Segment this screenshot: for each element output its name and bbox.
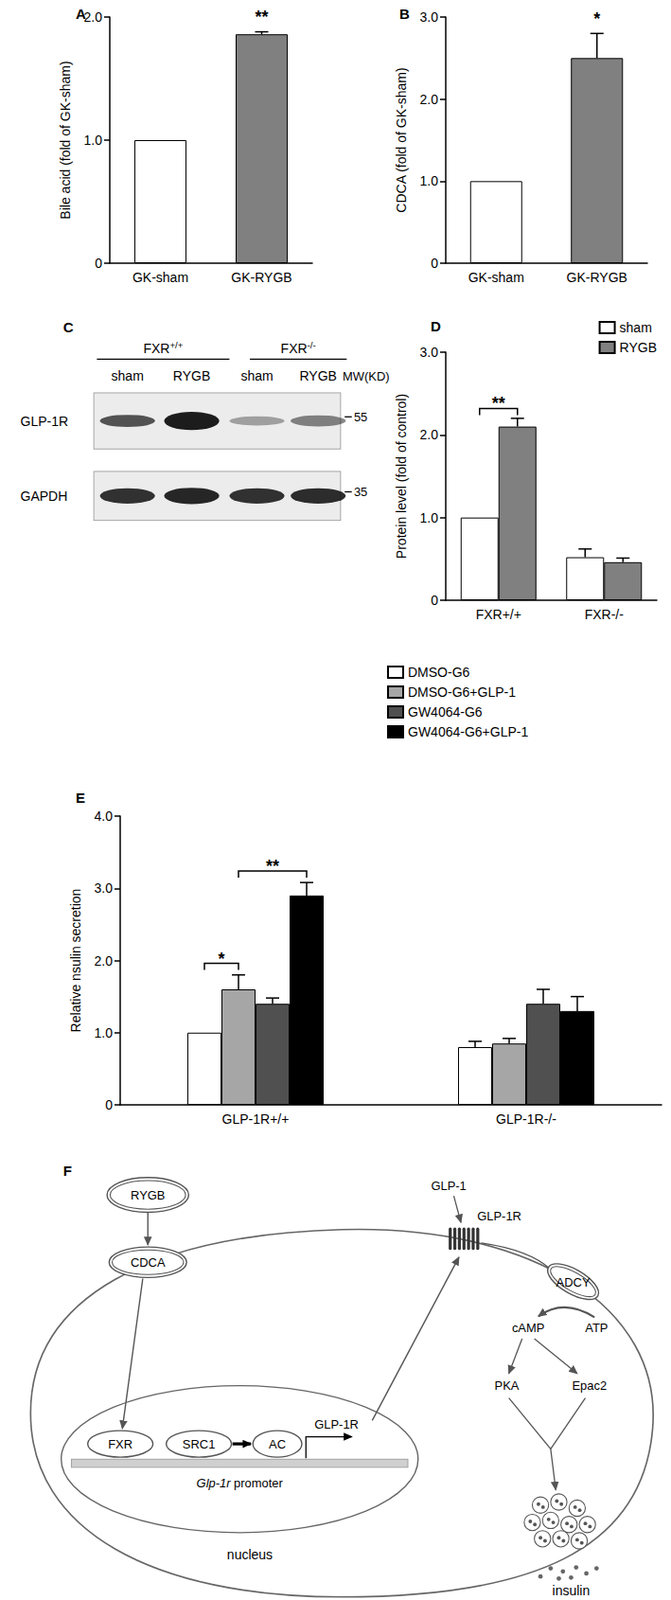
svg-text:GK-sham: GK-sham bbox=[132, 269, 189, 285]
svg-text:GLP-1: GLP-1 bbox=[430, 1178, 466, 1193]
svg-text:DMSO-G6: DMSO-G6 bbox=[407, 664, 471, 680]
svg-text:F: F bbox=[63, 1162, 72, 1179]
svg-text:DMSO-G6+GLP-1: DMSO-G6+GLP-1 bbox=[407, 684, 516, 700]
svg-text:cAMP: cAMP bbox=[512, 1320, 545, 1335]
svg-text:3.0: 3.0 bbox=[420, 9, 440, 25]
svg-text:**: ** bbox=[492, 393, 506, 413]
svg-text:0: 0 bbox=[105, 1096, 113, 1113]
svg-text:FXR-/-: FXR-/- bbox=[584, 606, 625, 622]
svg-text:GK-RYGB: GK-RYGB bbox=[566, 269, 628, 285]
svg-text:RYGB: RYGB bbox=[173, 368, 211, 384]
svg-text:**: ** bbox=[265, 856, 280, 876]
svg-text:nucleus: nucleus bbox=[227, 1546, 273, 1562]
svg-text:GW4064-G6: GW4064-G6 bbox=[407, 704, 483, 720]
svg-text:GLP-1R: GLP-1R bbox=[20, 413, 70, 429]
svg-text:PKA: PKA bbox=[494, 1377, 520, 1393]
svg-text:D: D bbox=[430, 317, 442, 335]
svg-text:A: A bbox=[75, 5, 87, 22]
svg-text:0: 0 bbox=[430, 592, 439, 608]
svg-text:1.0: 1.0 bbox=[84, 132, 104, 148]
svg-text:sham: sham bbox=[240, 368, 273, 384]
svg-text:2.0: 2.0 bbox=[420, 426, 440, 442]
svg-text:Relative nsulin secretion: Relative nsulin secretion bbox=[68, 888, 84, 1033]
svg-text:GLP-1R-/-: GLP-1R-/- bbox=[495, 1111, 557, 1127]
svg-text:4.0: 4.0 bbox=[94, 808, 114, 824]
svg-text:*: * bbox=[593, 9, 601, 29]
svg-text:Protein level (fold of control: Protein level (fold of control) bbox=[393, 393, 409, 559]
svg-text:1.0: 1.0 bbox=[420, 510, 440, 526]
svg-text:Glp-1r promoter: Glp-1r promoter bbox=[196, 1475, 284, 1490]
svg-text:AC: AC bbox=[268, 1436, 286, 1451]
svg-text:Bile acid (fold of GK-sham): Bile acid (fold of GK-sham) bbox=[57, 60, 73, 219]
svg-text:FXR: FXR bbox=[107, 1436, 133, 1451]
svg-text:0: 0 bbox=[430, 255, 439, 271]
svg-text:GAPDH: GAPDH bbox=[20, 488, 69, 504]
svg-text:2.0: 2.0 bbox=[420, 91, 440, 107]
svg-text:ADCY: ADCY bbox=[556, 1274, 591, 1290]
svg-text:B: B bbox=[399, 5, 410, 22]
svg-text:35: 35 bbox=[353, 484, 368, 499]
svg-text:GLP-1R: GLP-1R bbox=[476, 1208, 522, 1223]
svg-text:MW(KD): MW(KD) bbox=[342, 369, 390, 384]
svg-text:FXR+/+: FXR+/+ bbox=[142, 338, 183, 356]
svg-text:sham: sham bbox=[619, 319, 653, 336]
svg-text:Epac2: Epac2 bbox=[571, 1377, 607, 1393]
svg-text:1.0: 1.0 bbox=[94, 1024, 114, 1041]
svg-text:SRC1: SRC1 bbox=[182, 1436, 215, 1451]
svg-text:CDCA (fold of GK-sham): CDCA (fold of GK-sham) bbox=[393, 67, 409, 212]
svg-text:FXR+/+: FXR+/+ bbox=[476, 606, 522, 622]
svg-text:RYGB: RYGB bbox=[619, 339, 657, 355]
svg-text:E: E bbox=[75, 789, 86, 806]
svg-text:*: * bbox=[217, 949, 225, 969]
svg-text:3.0: 3.0 bbox=[94, 880, 114, 896]
svg-text:GK-RYGB: GK-RYGB bbox=[230, 269, 292, 285]
svg-text:**: ** bbox=[254, 7, 268, 27]
svg-text:2.0: 2.0 bbox=[94, 953, 114, 969]
svg-text:RYGB: RYGB bbox=[130, 1187, 165, 1202]
svg-text:ATP: ATP bbox=[584, 1320, 608, 1335]
svg-text:GLP-1R: GLP-1R bbox=[314, 1416, 359, 1431]
svg-text:GW4064-G6+GLP-1: GW4064-G6+GLP-1 bbox=[407, 723, 529, 740]
svg-text:C: C bbox=[63, 318, 74, 336]
svg-text:GK-sham: GK-sham bbox=[468, 269, 525, 285]
svg-text:2.0: 2.0 bbox=[84, 9, 104, 25]
svg-text:1.0: 1.0 bbox=[420, 173, 440, 189]
svg-text:CDCA: CDCA bbox=[130, 1254, 166, 1270]
svg-text:3.0: 3.0 bbox=[420, 344, 440, 360]
svg-text:insulin: insulin bbox=[552, 1582, 591, 1598]
svg-text:sham: sham bbox=[111, 368, 144, 384]
svg-text:55: 55 bbox=[353, 409, 368, 424]
svg-text:0: 0 bbox=[94, 255, 103, 271]
svg-text:GLP-1R+/+: GLP-1R+/+ bbox=[222, 1111, 290, 1127]
svg-text:FXR-/-: FXR-/- bbox=[281, 338, 317, 356]
svg-text:RYGB: RYGB bbox=[299, 368, 336, 384]
